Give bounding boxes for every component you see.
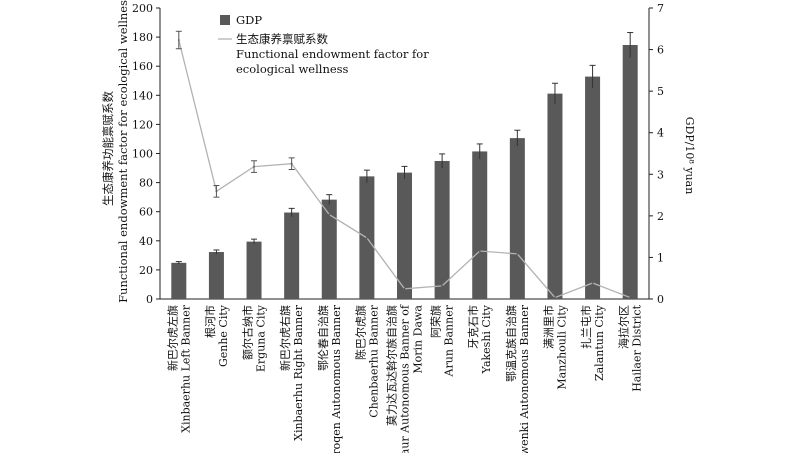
endowment-point: [629, 296, 632, 299]
endowment-point: [177, 39, 180, 41]
category-label-en: Hailaer District: [631, 304, 644, 391]
category-label-en: Zalantun City: [593, 304, 606, 381]
gdp-bar: [622, 44, 638, 300]
category-label-en: Xinbaerhu Right Banner: [292, 304, 305, 441]
left-tick-label: 180: [132, 31, 153, 44]
category-label-cn: 新巴尔虎右旗: [278, 305, 292, 371]
gdp-bar: [434, 160, 450, 299]
right-axis-title: GDP/10⁸ yuan: [683, 117, 696, 195]
endowment-point: [441, 285, 444, 287]
endowment-point: [253, 165, 255, 168]
gdp-bar: [585, 76, 601, 299]
right-tick-label: 0: [657, 293, 664, 306]
category-label-cn: 新巴尔虎左旗: [165, 305, 179, 371]
right-tick-label: 6: [657, 44, 664, 57]
right-tick-label: 4: [657, 127, 664, 140]
right-tick-label: 1: [657, 251, 664, 264]
legend-line-label: ecological wellness: [236, 62, 349, 76]
category-label-cn: 满洲里市: [541, 305, 555, 349]
category-label-cn: 扎兰屯市: [579, 305, 593, 349]
gdp-bar: [547, 93, 563, 299]
category-label-en: Erguna City: [255, 304, 268, 372]
legend-line-label: 生态康养禀赋系数: [236, 32, 328, 46]
gdp-bar: [321, 199, 337, 299]
endowment-point: [403, 287, 406, 290]
category-label-cn: 海拉尔区: [617, 305, 631, 349]
category-label-cn: 鄂伦春自治旗: [316, 305, 330, 371]
right-tick-label: 2: [657, 210, 664, 223]
right-tick-label: 7: [657, 2, 664, 15]
gdp-bar: [284, 212, 300, 299]
left-tick-label: 100: [132, 148, 153, 161]
left-tick-label: 80: [139, 177, 153, 190]
category-label-cn: 根河市: [203, 305, 217, 338]
axes-group: 0 20 40 60 80 100 120 140 160 180 200 0 1 2 3 4 5 6 7 生态康养功…: [101, 0, 696, 306]
category-label-cn: 陈巴尔虎旗: [353, 305, 367, 360]
left-tick-label: 140: [132, 89, 153, 102]
endowment-point: [554, 296, 556, 299]
endowment-point: [328, 213, 331, 216]
endowment-point: [516, 252, 519, 255]
gdp-bar: [397, 172, 412, 299]
left-tick-label: 60: [139, 206, 153, 219]
category-label-cn: 牙克石市: [466, 305, 480, 349]
left-axis-title-en: Functional endowment factor for ecologic…: [116, 0, 130, 303]
endowment-point: [290, 162, 293, 165]
left-tick-label: 40: [139, 235, 153, 248]
right-tick-label: 3: [657, 168, 664, 181]
right-tick-label: 5: [657, 85, 664, 98]
category-label-en: Daur Autonomous Banner of: [399, 304, 412, 453]
category-label-en: Xinbaerhu Left Banner: [179, 304, 192, 433]
left-tick-label: 200: [132, 2, 153, 15]
legend-line-label: Functional endowment factor for: [236, 47, 429, 61]
line-group: [175, 30, 632, 299]
legend-gdp-swatch: [220, 15, 230, 25]
left-tick-label: 120: [132, 118, 153, 131]
category-label-en: Ewenki Autonomous Banner: [518, 304, 531, 453]
category-label-en: Arun Banner: [443, 304, 456, 377]
left-tick-label: 0: [146, 293, 153, 306]
left-axis-title-cn: 生态康养功能禀赋系数: [101, 91, 115, 206]
bars-group: [171, 32, 638, 300]
category-label-cn: 额尔古纳市: [241, 305, 255, 360]
category-label-en: Oroqen Autonomous Banner: [330, 304, 343, 453]
category-label-cn: 阿荣旗: [429, 305, 443, 338]
endowment-point: [215, 190, 218, 193]
x-labels-group: 新巴尔虎左旗 Xinbaerhu Left Banner 根河市 Genhe City…: [165, 304, 644, 458]
endowment-point: [591, 282, 594, 284]
gdp-bar: [208, 252, 224, 299]
endowment-point: [365, 236, 368, 239]
category-label-cn: 莫力达瓦达斡尔族自治旗: [385, 305, 399, 426]
gdp-bar: [246, 241, 262, 299]
gdp-bar: [509, 138, 525, 299]
gdp-bar: [472, 151, 488, 299]
category-label-en: Yakeshi City: [480, 304, 493, 374]
category-label-en: Manzhouli City: [555, 304, 568, 389]
legend-gdp-label: GDP: [236, 13, 262, 27]
category-label-en: Chenbaerhu Banner: [367, 304, 380, 417]
left-tick-label: 20: [139, 264, 153, 277]
category-label-cn: 鄂温克族自治旗: [504, 305, 518, 382]
category-label-en: Morin Dawa: [412, 305, 425, 374]
left-tick-label: 160: [132, 60, 153, 73]
gdp-bar: [171, 262, 187, 299]
endowment-point: [478, 250, 481, 252]
category-label-en: Genhe City: [217, 304, 230, 367]
